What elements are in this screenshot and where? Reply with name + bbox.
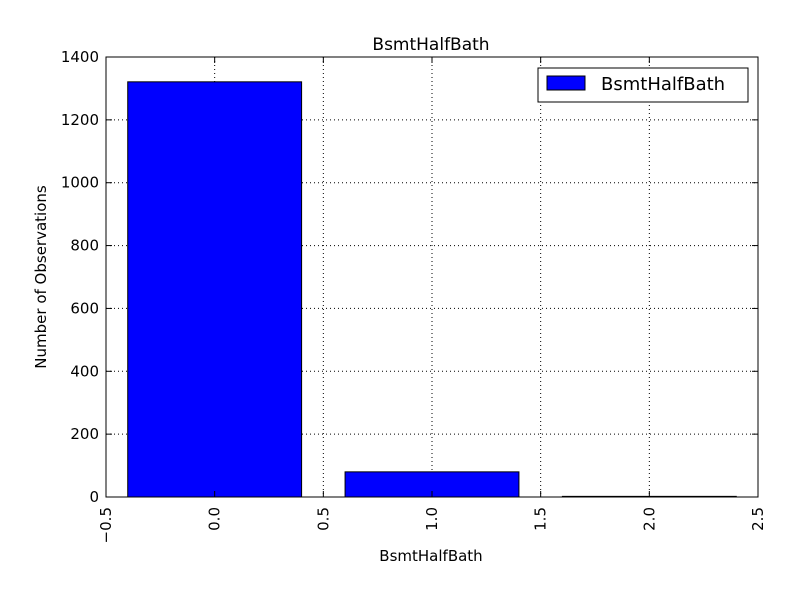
bars xyxy=(127,81,737,498)
y-tick-label: 200 xyxy=(70,425,99,443)
y-tick-label: 800 xyxy=(70,237,99,255)
bar-0 xyxy=(127,81,303,498)
x-tick-label: 1.5 xyxy=(532,507,550,531)
x-tick-label: 0.0 xyxy=(206,507,224,531)
y-tick-label: 400 xyxy=(70,362,99,380)
y-axis-tick-labels: 0 200 400 600 800 1000 1200 1400 xyxy=(61,48,99,506)
y-tick-label: 1200 xyxy=(61,111,99,129)
x-tick-label: 2.0 xyxy=(640,507,658,531)
y-tick-label: 600 xyxy=(70,299,99,317)
legend-entry-label: BsmtHalfBath xyxy=(601,74,725,95)
x-tick-label: −0.5 xyxy=(97,507,115,543)
x-tick-label: 1.0 xyxy=(423,507,441,531)
legend: BsmtHalfBath xyxy=(537,67,749,103)
legend-swatch xyxy=(546,75,586,91)
y-tick-label: 1000 xyxy=(61,174,99,192)
axis-ticks xyxy=(105,56,759,498)
y-tick-label: 0 xyxy=(89,488,99,506)
x-tick-label: 0.5 xyxy=(314,507,332,531)
x-tick-label: 2.5 xyxy=(749,507,767,531)
x-axis-tick-labels: −0.5 0.0 0.5 1.0 1.5 2.0 2.5 xyxy=(97,507,767,543)
y-axis-label: Number of Observations xyxy=(32,185,50,369)
y-tick-label: 1400 xyxy=(61,48,99,66)
chart-title: BsmtHalfBath xyxy=(372,35,489,55)
x-axis-label: BsmtHalfBath xyxy=(379,547,482,565)
